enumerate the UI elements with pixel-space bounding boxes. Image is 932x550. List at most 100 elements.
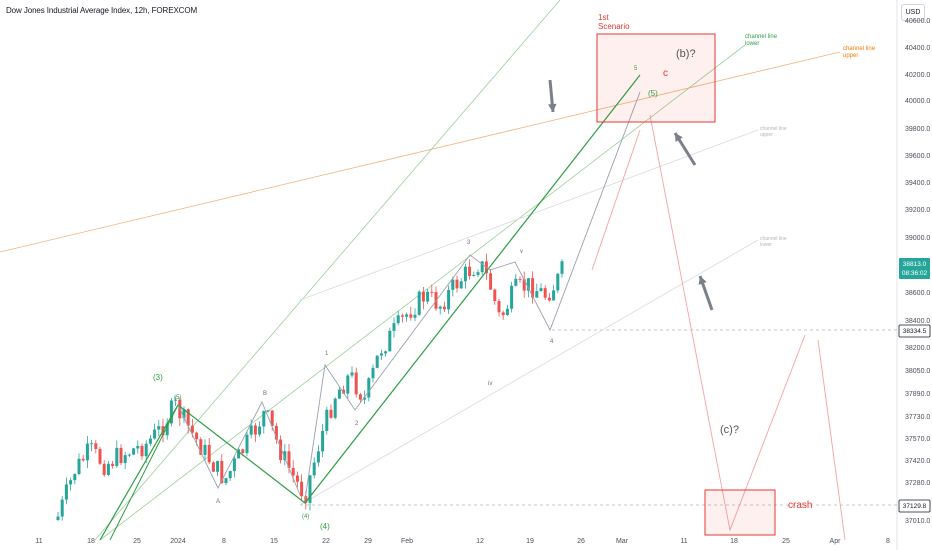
- candle-body: [64, 484, 68, 500]
- x-tick-label: Mar: [616, 538, 629, 545]
- candle-body: [472, 274, 476, 276]
- candle-body: [199, 439, 203, 455]
- channel-upper-gray-label: channel line upper: [760, 126, 787, 138]
- candle-body: [421, 291, 425, 302]
- candle-body: [279, 439, 283, 461]
- candle-body: [480, 261, 484, 273]
- candle-body: [468, 266, 472, 276]
- candle-body: [203, 444, 207, 455]
- x-tick-label: 11: [680, 538, 687, 545]
- candle-body: [396, 315, 400, 324]
- candle-body: [535, 291, 539, 298]
- wave-line-green: [109, 404, 179, 541]
- wave-4b-label: (4): [320, 522, 330, 531]
- candle-body: [94, 443, 98, 449]
- channel-line-upper-orange: [0, 51, 841, 253]
- candle-body: [337, 389, 341, 399]
- x-tick-label: 18: [730, 538, 738, 545]
- candle-body: [211, 462, 215, 472]
- up-arrow: [675, 133, 683, 142]
- candle-body: [232, 458, 236, 472]
- x-tick-label: 29: [364, 538, 372, 545]
- projection-line: [591, 129, 641, 271]
- candle-body: [354, 372, 358, 395]
- candle-body: [329, 409, 333, 418]
- y-tick-label: 38050.0: [905, 368, 930, 375]
- wave-5-label: (5): [174, 395, 181, 401]
- x-tick-label: 22: [322, 538, 330, 545]
- candle-body: [270, 410, 274, 426]
- candle-body: [304, 496, 308, 503]
- candle-body: [510, 285, 514, 309]
- candle-body: [136, 445, 140, 449]
- candle-body: [283, 451, 287, 461]
- candle-body: [556, 273, 560, 291]
- x-tick-label: 25: [133, 538, 141, 545]
- candle-body: [463, 266, 467, 282]
- candle-body: [539, 288, 543, 292]
- candle-body: [165, 423, 169, 436]
- candle-body: [522, 279, 526, 291]
- y-tick-label: 40600.0: [905, 18, 930, 25]
- y-tick-label: 37730.0: [905, 414, 930, 421]
- scenario-box: [596, 33, 716, 123]
- channel-lower-gray-label: channel line lower: [760, 236, 787, 248]
- candle-body: [505, 308, 509, 316]
- candle-body: [140, 445, 144, 457]
- y-tick-label: 38200.0: [905, 345, 930, 352]
- y-tick-label: 40000.0: [905, 98, 930, 105]
- wave-b-label: (b)?: [676, 48, 696, 60]
- candle-body: [237, 449, 241, 459]
- wave-3-label: (3): [153, 373, 163, 382]
- candle-body: [321, 430, 325, 452]
- candle-body: [447, 289, 451, 310]
- subwave-label: B: [263, 391, 267, 397]
- subwave-label: v: [520, 249, 523, 255]
- candle-body: [405, 314, 409, 317]
- candle-body: [375, 355, 379, 368]
- y-tick-label: 37570.0: [905, 436, 930, 443]
- candle-body: [90, 443, 94, 445]
- candle-body: [153, 429, 157, 439]
- candle-body: [455, 279, 459, 289]
- candle-body: [115, 447, 119, 466]
- x-tick-label: 18: [87, 538, 95, 545]
- candle-body: [102, 463, 106, 475]
- candle-body: [430, 291, 434, 293]
- candle-body: [111, 463, 115, 466]
- candle-body: [220, 460, 224, 484]
- candle-body: [56, 516, 60, 520]
- y-tick-label: 37890.0: [905, 391, 930, 398]
- candle-body: [169, 400, 173, 424]
- y-tick-label: 39600.0: [905, 153, 930, 160]
- channel-line-upper-green: [94, 0, 561, 541]
- candle-body: [77, 458, 81, 475]
- candle-body: [308, 475, 312, 503]
- wave-4-label: (4): [302, 514, 309, 520]
- candle-body: [132, 448, 136, 455]
- chart-title: Dow Jones Industrial Average Index, 12h,…: [6, 6, 198, 15]
- candle-body: [144, 443, 148, 457]
- candle-body: [400, 315, 404, 317]
- candle-body: [300, 481, 304, 497]
- candle-body: [119, 447, 123, 464]
- y-tick-label: 37010.0: [905, 518, 930, 525]
- subwave-line: [177, 400, 301, 496]
- y-tick-label: 40200.0: [905, 72, 930, 79]
- candle-body: [501, 312, 505, 316]
- currency-selector[interactable]: USD: [901, 4, 925, 21]
- candle-body: [333, 398, 337, 418]
- x-tick-label: 19: [526, 538, 534, 545]
- candle-body: [552, 290, 556, 301]
- candle-body: [438, 306, 442, 309]
- x-tick-label: Feb: [401, 538, 413, 545]
- candle-body: [127, 454, 131, 456]
- wave-5-inner-label: (5): [648, 89, 658, 98]
- wave-c-label: (c)?: [720, 424, 739, 436]
- x-tick-label: 15: [270, 538, 278, 545]
- subwave-label: 1: [325, 351, 329, 357]
- level-price-label: [898, 499, 931, 513]
- candle-body: [123, 455, 127, 464]
